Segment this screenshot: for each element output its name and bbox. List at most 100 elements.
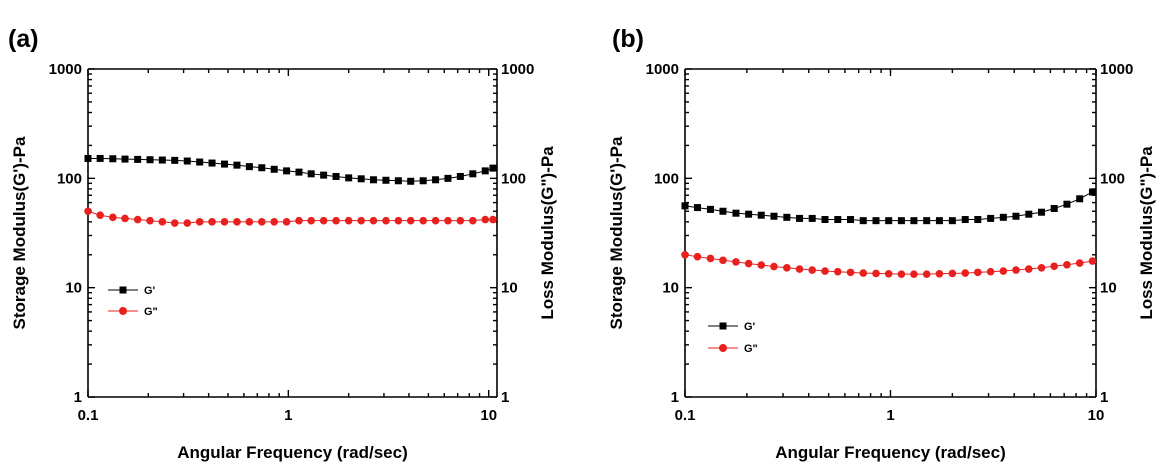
data-point bbox=[469, 216, 477, 225]
data-point bbox=[897, 217, 905, 225]
data-point bbox=[859, 217, 867, 225]
data-point bbox=[233, 218, 241, 226]
data-point bbox=[974, 268, 982, 277]
data-point bbox=[84, 154, 92, 162]
data-point bbox=[258, 164, 266, 172]
data-point bbox=[1075, 259, 1084, 267]
data-point bbox=[220, 218, 229, 226]
data-point bbox=[745, 210, 753, 218]
y2-tick-label: 1 bbox=[501, 389, 509, 406]
data-point bbox=[270, 218, 279, 226]
data-point bbox=[681, 250, 689, 259]
data-point bbox=[821, 267, 829, 275]
data-point bbox=[295, 168, 303, 176]
data-point bbox=[332, 172, 340, 180]
data-point bbox=[394, 177, 402, 185]
data-point bbox=[382, 176, 390, 184]
data-point bbox=[847, 216, 855, 224]
legend-marker-square bbox=[719, 322, 727, 330]
data-point bbox=[121, 214, 129, 223]
data-point bbox=[719, 207, 727, 215]
data-point bbox=[369, 176, 377, 184]
data-point bbox=[1063, 260, 1071, 269]
panel-label: (a) bbox=[8, 25, 39, 53]
data-point bbox=[1025, 210, 1033, 218]
x-tick-label: 1 bbox=[284, 407, 292, 424]
x-tick-label: 10 bbox=[1088, 407, 1105, 424]
y-axis-title: Storage Modulus(G')-Pa bbox=[10, 136, 29, 329]
data-point bbox=[706, 205, 714, 213]
data-point bbox=[834, 216, 842, 224]
panel-label: (b) bbox=[612, 25, 644, 53]
data-point bbox=[133, 215, 142, 224]
data-point bbox=[948, 269, 957, 278]
legend-marker-square bbox=[119, 286, 127, 294]
data-point bbox=[922, 270, 931, 278]
data-point bbox=[245, 163, 253, 171]
data-point bbox=[456, 172, 464, 180]
data-point bbox=[158, 156, 166, 164]
data-point bbox=[171, 156, 179, 164]
data-point bbox=[307, 170, 315, 178]
data-point bbox=[282, 218, 291, 226]
data-point bbox=[146, 216, 154, 225]
data-point bbox=[220, 160, 228, 168]
data-point bbox=[1012, 212, 1020, 220]
data-point bbox=[693, 252, 702, 261]
data-point bbox=[444, 174, 452, 182]
legend-label: G' bbox=[744, 321, 756, 333]
data-point bbox=[770, 262, 778, 271]
data-point bbox=[245, 218, 254, 226]
y2-axis-title: Loss Modulus(G")-Pa bbox=[538, 146, 557, 320]
data-point bbox=[431, 216, 440, 225]
legend-label: G" bbox=[744, 343, 758, 355]
data-point bbox=[910, 217, 918, 225]
data-point bbox=[158, 218, 167, 226]
data-point bbox=[1037, 263, 1046, 272]
data-point bbox=[884, 269, 893, 278]
data-point bbox=[332, 216, 340, 225]
data-point bbox=[208, 218, 216, 226]
y2-tick-label: 1000 bbox=[1100, 61, 1133, 78]
data-point bbox=[1038, 208, 1046, 216]
data-point bbox=[283, 167, 291, 175]
data-point bbox=[693, 204, 701, 212]
x-axis-title: Angular Frequency (rad/sec) bbox=[775, 443, 1006, 462]
y-tick-label: 1000 bbox=[49, 61, 82, 78]
data-point bbox=[394, 216, 403, 225]
y-tick-label: 10 bbox=[65, 280, 82, 297]
data-point bbox=[974, 216, 982, 224]
data-point bbox=[357, 216, 366, 225]
data-point bbox=[307, 216, 315, 225]
data-point bbox=[96, 154, 104, 162]
legend-label: G' bbox=[144, 285, 156, 297]
y2-tick-label: 100 bbox=[1100, 170, 1125, 187]
data-point bbox=[456, 216, 465, 225]
x-tick-label: 1 bbox=[886, 407, 894, 424]
data-point bbox=[481, 215, 490, 224]
data-point bbox=[258, 218, 266, 226]
data-point bbox=[961, 216, 969, 224]
series-g-prime bbox=[681, 188, 1096, 225]
data-point bbox=[987, 214, 995, 222]
data-point bbox=[195, 218, 204, 226]
data-point bbox=[821, 216, 829, 224]
data-point bbox=[96, 211, 104, 220]
data-point bbox=[732, 258, 740, 266]
legend-marker-circle bbox=[119, 307, 127, 315]
data-point bbox=[719, 256, 727, 265]
data-point bbox=[344, 216, 353, 225]
data-point bbox=[319, 216, 328, 225]
data-point bbox=[369, 216, 378, 225]
data-point bbox=[270, 165, 278, 173]
data-point bbox=[357, 175, 365, 183]
legend-label: G" bbox=[144, 306, 158, 318]
data-point bbox=[744, 259, 753, 268]
data-point bbox=[170, 219, 179, 227]
data-point bbox=[846, 268, 855, 277]
data-point bbox=[796, 214, 804, 222]
x-tick-label: 0.1 bbox=[675, 407, 696, 424]
data-point bbox=[872, 217, 880, 225]
